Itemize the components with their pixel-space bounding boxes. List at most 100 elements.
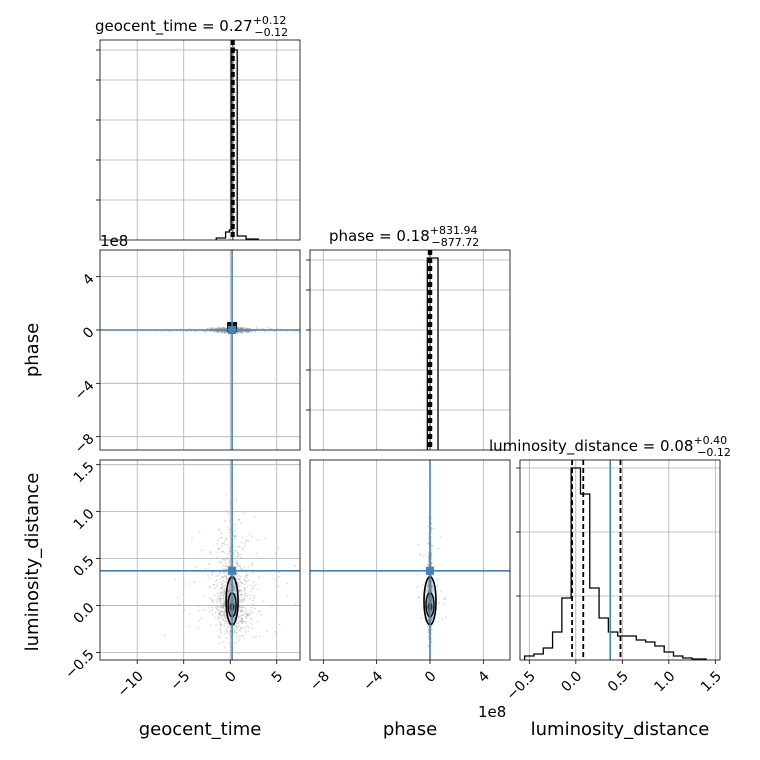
sample-point <box>238 639 241 641</box>
sample-point <box>222 606 224 609</box>
sample-point <box>222 604 225 607</box>
sample-point <box>246 331 249 334</box>
sample-point <box>239 605 241 608</box>
sample-point <box>226 553 229 556</box>
grid <box>100 250 300 450</box>
sample-point <box>200 617 203 620</box>
sample-point <box>222 618 225 621</box>
hist-bar <box>580 494 589 660</box>
sample-point <box>183 609 186 612</box>
sample-point <box>235 631 238 634</box>
sample-point <box>218 561 221 564</box>
sample-point <box>209 597 212 600</box>
sample-point <box>430 562 433 565</box>
sample-point <box>252 636 255 639</box>
sample-point <box>217 574 220 577</box>
y-tick-label: −8 <box>72 431 98 457</box>
sample-point <box>217 616 220 619</box>
sample-point <box>237 330 240 333</box>
sample-point <box>433 527 435 530</box>
sample-point <box>198 531 201 534</box>
sample-point <box>224 519 227 522</box>
sample-point <box>252 603 254 606</box>
sample-point <box>228 565 231 567</box>
sample-point <box>419 553 421 556</box>
sample-point <box>241 622 244 625</box>
sample-point <box>224 584 227 586</box>
x-tick-label: 0 <box>222 668 240 686</box>
truth-marker <box>228 566 237 575</box>
sample-point <box>224 330 227 333</box>
sample-point <box>214 616 217 619</box>
sample-point <box>245 330 247 333</box>
sample-point <box>193 581 196 583</box>
sample-point <box>427 552 430 555</box>
sample-point <box>420 617 423 620</box>
sample-point <box>222 603 225 606</box>
sample-point <box>245 330 248 333</box>
sample-point <box>240 330 242 333</box>
sample-point <box>255 326 258 329</box>
sample-point <box>249 612 252 614</box>
sample-point <box>221 582 224 585</box>
sample-point <box>238 330 241 333</box>
sample-point <box>277 547 280 550</box>
sample-point <box>226 526 229 528</box>
sample-point <box>209 550 212 553</box>
sample-point <box>224 327 227 330</box>
sample-point <box>219 597 222 599</box>
sample-point <box>208 577 211 580</box>
sample-point <box>167 330 170 333</box>
sample-point <box>221 610 224 613</box>
x-tick-label: 0 <box>422 668 440 686</box>
sample-point <box>233 616 236 619</box>
sample-point <box>247 331 250 333</box>
sample-point <box>226 626 229 628</box>
sample-point <box>232 534 235 537</box>
sample-point <box>243 566 246 569</box>
sample-point <box>223 604 226 607</box>
sample-point <box>224 330 227 333</box>
hist-bar <box>226 232 230 240</box>
sample-point <box>226 622 229 625</box>
sample-point <box>241 609 244 611</box>
sample-point <box>241 590 243 593</box>
sample-point <box>221 583 224 586</box>
sample-point <box>243 589 246 592</box>
sample-point <box>237 615 240 618</box>
sample-point <box>233 538 236 541</box>
sample-point <box>221 587 224 590</box>
sample-point <box>237 327 239 330</box>
sample-point <box>221 586 223 588</box>
sample-point <box>233 535 236 538</box>
axes-frame <box>99 39 301 241</box>
sample-point <box>232 565 235 568</box>
hist-bar <box>646 642 655 660</box>
sample-point <box>220 605 223 608</box>
sample-point <box>219 622 222 625</box>
sample-point <box>222 597 225 600</box>
sample-point <box>234 592 237 595</box>
sample-point <box>238 330 240 333</box>
sample-point <box>216 604 218 607</box>
sample-point <box>221 331 224 334</box>
sample-point <box>243 588 246 591</box>
sample-point <box>228 590 231 593</box>
ylabel-luminosity-distance: luminosity_distance <box>22 473 43 652</box>
sample-point <box>246 624 249 627</box>
grid <box>100 460 300 660</box>
sample-point <box>218 330 221 333</box>
sample-point <box>213 331 216 333</box>
sample-point <box>214 606 217 609</box>
sample-point <box>207 606 210 609</box>
sample-point <box>241 536 244 539</box>
sample-point <box>214 611 217 614</box>
x-tick-label: 5 <box>269 668 287 686</box>
sample-point <box>430 527 433 530</box>
sample-point <box>269 605 272 607</box>
sample-point <box>243 597 246 599</box>
sample-point <box>244 327 247 330</box>
sample-point <box>233 629 235 632</box>
sample-point <box>217 330 220 333</box>
sample-point <box>247 613 250 616</box>
